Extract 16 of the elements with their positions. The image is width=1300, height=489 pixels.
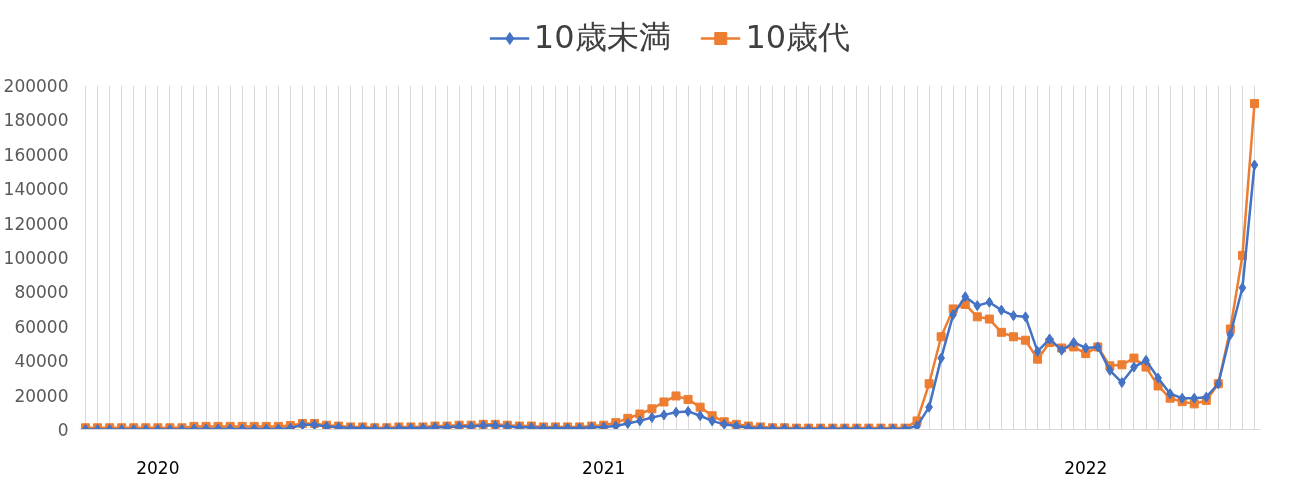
- x-tick-label: 2021: [582, 457, 626, 478]
- y-tick-label: 120000: [3, 213, 69, 234]
- y-tick-label: 100000: [3, 248, 69, 268]
- y-tick-label: 180000: [3, 110, 69, 131]
- y-tick-label: 160000: [3, 144, 69, 165]
- y-tick-label: 60000: [14, 316, 69, 337]
- y-tick-label: 40000: [14, 351, 69, 372]
- legend-label: 10歳代: [745, 16, 851, 58]
- legend-label: 10歳未満: [533, 16, 671, 58]
- y-tick-label: 80000: [14, 282, 69, 303]
- x-tick-label: 2022: [1064, 457, 1108, 478]
- y-tick-label: 140000: [3, 179, 69, 200]
- x-tick-label: 2020: [136, 457, 180, 478]
- y-tick-label: 200000: [3, 76, 69, 96]
- y-tick-label: 0: [57, 420, 69, 440]
- y-tick-label: 20000: [14, 385, 69, 406]
